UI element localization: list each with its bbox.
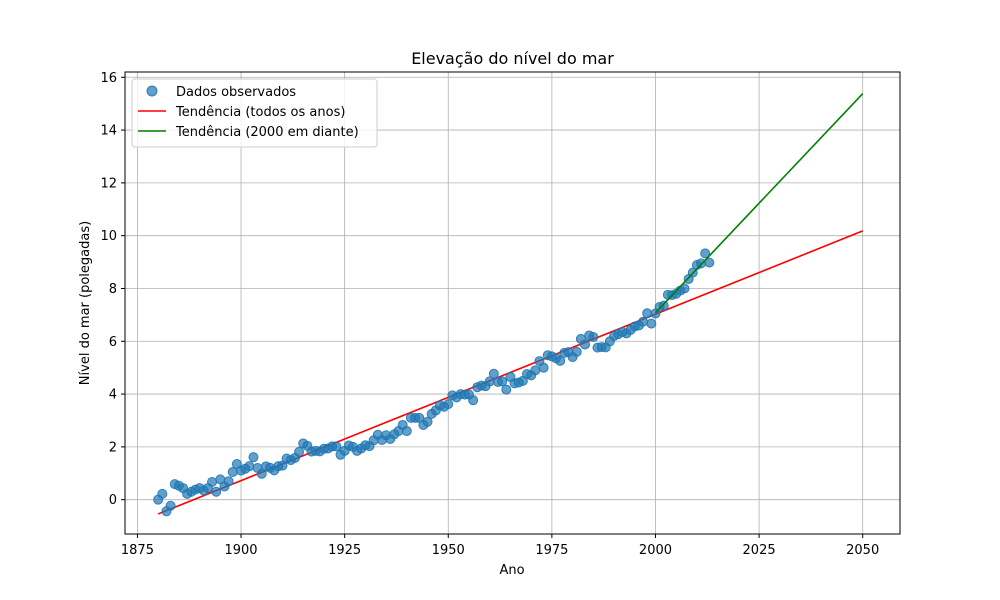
y-tick-label: 10 [100, 229, 117, 244]
x-tick-label: 2025 [743, 543, 776, 558]
data-point [207, 476, 218, 487]
x-tick-label: 2050 [846, 543, 879, 558]
legend-label-trend-all: Tendência (todos os anos) [175, 105, 345, 120]
data-point [700, 248, 711, 259]
data-point [704, 257, 715, 268]
legend-label-observed: Dados observados [176, 85, 296, 100]
legend-marker-observed [146, 85, 158, 97]
data-point [244, 461, 255, 472]
x-tick-label: 1975 [535, 543, 568, 558]
data-point [497, 376, 508, 387]
data-point [443, 399, 454, 410]
y-tick-label: 8 [109, 282, 117, 297]
y-tick-label: 4 [109, 388, 117, 403]
x-tick-label: 1875 [121, 543, 154, 558]
data-point [642, 308, 653, 319]
axis-ticks: 1875 1900 1925 1950 1975 2000 2025 2050 0 2 4 6 8 10 1… [100, 71, 879, 558]
y-tick-label: 16 [100, 71, 117, 86]
x-tick-label: 1950 [432, 543, 465, 558]
data-point [538, 362, 549, 373]
data-point [422, 416, 433, 427]
data-point [468, 395, 479, 406]
data-point [248, 452, 259, 463]
data-point [401, 426, 412, 437]
data-point [679, 283, 690, 294]
data-point [638, 316, 649, 327]
data-point [294, 446, 305, 457]
data-point [571, 346, 582, 357]
data-point [157, 488, 168, 499]
data-point [580, 339, 591, 350]
data-point [165, 500, 176, 511]
legend: Dados observados Tendência (todos os ano… [131, 78, 378, 148]
data-point [211, 486, 222, 497]
y-tick-label: 12 [100, 176, 117, 191]
x-tick-label: 2000 [639, 543, 672, 558]
data-point [530, 365, 541, 376]
x-axis-title: Ano [499, 563, 524, 578]
grid [125, 72, 900, 534]
legend-label-trend-2000: Tendência (2000 em diante) [175, 125, 359, 140]
x-tick-label: 1925 [328, 543, 361, 558]
data-point [555, 355, 566, 366]
data-point [646, 318, 657, 329]
data-point [501, 384, 512, 395]
plot-area-frame [124, 71, 901, 535]
y-tick-label: 6 [109, 335, 117, 350]
chart-title: Elevação do nível do mar [411, 49, 614, 68]
data-point [331, 441, 342, 452]
y-axis-title: Nível do mar (polegadas) [78, 221, 93, 385]
x-tick-label: 1900 [224, 543, 257, 558]
data-point [223, 476, 234, 487]
y-tick-label: 14 [100, 124, 117, 139]
y-tick-label: 2 [109, 440, 117, 455]
data-point [658, 300, 669, 311]
y-tick-label: 0 [109, 493, 117, 508]
trend-line [654, 93, 864, 314]
data-point [488, 368, 499, 379]
data-point [256, 468, 267, 479]
legend-frame [131, 78, 378, 148]
data-point [588, 332, 599, 343]
